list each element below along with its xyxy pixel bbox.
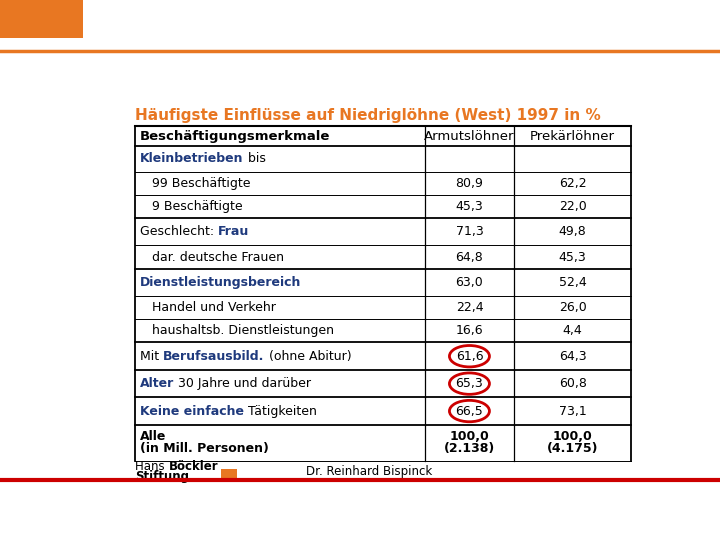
Text: 65,3: 65,3 [456,377,483,390]
Text: 63,0: 63,0 [456,276,483,289]
Text: Berufsausbild.: Berufsausbild. [163,350,265,363]
Text: 45,3: 45,3 [456,200,483,213]
Text: Häufigste Einflüsse auf Niedriglöhne (West) 1997 in %: Häufigste Einflüsse auf Niedriglöhne (We… [135,109,600,124]
Text: 80,9: 80,9 [456,177,483,190]
Text: Dr. Reinhard Bispinck: Dr. Reinhard Bispinck [306,465,432,478]
Text: 100,0: 100,0 [553,430,593,443]
Text: 66,5: 66,5 [456,404,483,417]
Text: (4.175): (4.175) [547,442,598,455]
Text: Alter: Alter [140,377,174,390]
Text: Armutslöhner: Armutslöhner [424,130,515,143]
Text: 71,3: 71,3 [456,225,483,238]
Text: 22,0: 22,0 [559,200,587,213]
Text: Stiftung: Stiftung [135,470,189,483]
Text: Alle: Alle [140,430,166,443]
Text: 4,4: 4,4 [563,325,582,338]
Text: bis: bis [243,152,266,165]
Text: 64,3: 64,3 [559,350,587,363]
Text: Frau: Frau [218,225,250,238]
Text: 30 Jahre und darüber: 30 Jahre und darüber [174,377,312,390]
Text: 99 Beschäftigte: 99 Beschäftigte [140,177,251,190]
Text: 73,1: 73,1 [559,404,587,417]
Text: 100,0: 100,0 [449,430,490,443]
Text: 16,6: 16,6 [456,325,483,338]
Text: Geschlecht:: Geschlecht: [140,225,218,238]
Text: Beschäftigungsmerkmale: Beschäftigungsmerkmale [140,130,330,143]
Text: 52,4: 52,4 [559,276,587,289]
Text: Böckler: Böckler [169,461,219,474]
Text: Tätigkeiten: Tätigkeiten [244,404,317,417]
Text: dar. deutsche Frauen: dar. deutsche Frauen [140,251,284,264]
Text: (in Mill. Personen): (in Mill. Personen) [140,442,269,455]
Text: (2.138): (2.138) [444,442,495,455]
FancyBboxPatch shape [221,469,237,480]
Text: haushaltsb. Dienstleistungen: haushaltsb. Dienstleistungen [140,325,334,338]
Text: 61,6: 61,6 [456,350,483,363]
Text: Hans: Hans [135,461,168,474]
Text: Kleinbetrieben: Kleinbetrieben [140,152,243,165]
Text: (ohne Abitur): (ohne Abitur) [265,350,351,363]
Text: 9 Beschäftigte: 9 Beschäftigte [140,200,243,213]
Text: 64,8: 64,8 [456,251,483,264]
Text: 49,8: 49,8 [559,225,587,238]
Text: Keine einfache: Keine einfache [140,404,244,417]
Text: Mit: Mit [140,350,163,363]
Text: Dienstleistungsbereich: Dienstleistungsbereich [140,276,302,289]
Text: 60,8: 60,8 [559,377,587,390]
Text: 45,3: 45,3 [559,251,587,264]
Text: Handel und Verkehr: Handel und Verkehr [140,301,276,314]
Text: 22,4: 22,4 [456,301,483,314]
Text: 26,0: 26,0 [559,301,587,314]
Text: Prekärlöhner: Prekärlöhner [530,130,615,143]
Text: 62,2: 62,2 [559,177,587,190]
